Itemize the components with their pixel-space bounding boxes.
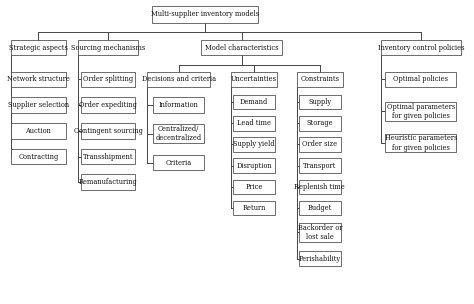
- Text: Contracting: Contracting: [18, 153, 58, 161]
- FancyBboxPatch shape: [81, 71, 136, 87]
- Text: Network structure: Network structure: [7, 75, 70, 83]
- Text: Lead time: Lead time: [237, 119, 271, 127]
- Text: Centralized/
decentralized: Centralized/ decentralized: [155, 125, 201, 143]
- Text: Criteria: Criteria: [165, 159, 191, 167]
- Text: Return: Return: [242, 204, 265, 212]
- Text: Order splitting: Order splitting: [83, 75, 133, 83]
- Text: Transport: Transport: [303, 162, 337, 170]
- FancyBboxPatch shape: [299, 180, 341, 194]
- Text: Remanufacturing: Remanufacturing: [79, 178, 137, 186]
- Text: Order expediting: Order expediting: [79, 101, 137, 109]
- Text: Constraints: Constraints: [300, 75, 339, 83]
- FancyBboxPatch shape: [81, 123, 136, 139]
- Text: Supply yield: Supply yield: [233, 140, 275, 148]
- Text: Budget: Budget: [308, 204, 332, 212]
- FancyBboxPatch shape: [11, 71, 65, 87]
- Text: Backorder or
lost sale: Backorder or lost sale: [298, 223, 342, 241]
- FancyBboxPatch shape: [11, 123, 65, 139]
- FancyBboxPatch shape: [153, 155, 204, 171]
- FancyBboxPatch shape: [299, 223, 341, 242]
- FancyBboxPatch shape: [299, 201, 341, 215]
- Text: Perishability: Perishability: [299, 254, 341, 263]
- FancyBboxPatch shape: [381, 40, 461, 55]
- FancyBboxPatch shape: [299, 251, 341, 266]
- FancyBboxPatch shape: [11, 149, 65, 164]
- Text: Replenish time: Replenish time: [294, 183, 345, 191]
- FancyBboxPatch shape: [78, 40, 138, 55]
- Text: Auction: Auction: [26, 127, 51, 135]
- FancyBboxPatch shape: [385, 71, 456, 87]
- FancyBboxPatch shape: [297, 71, 343, 87]
- Text: Decisions and criteria: Decisions and criteria: [142, 75, 216, 83]
- FancyBboxPatch shape: [153, 97, 204, 113]
- Text: Order size: Order size: [302, 140, 337, 148]
- FancyBboxPatch shape: [147, 71, 210, 87]
- Text: Model characteristics: Model characteristics: [205, 43, 278, 52]
- FancyBboxPatch shape: [233, 201, 275, 215]
- Text: Storage: Storage: [306, 119, 333, 127]
- Text: Contingent sourcing: Contingent sourcing: [74, 127, 143, 135]
- FancyBboxPatch shape: [233, 116, 275, 130]
- FancyBboxPatch shape: [385, 102, 456, 120]
- Text: Heuristic parameters
for given policies: Heuristic parameters for given policies: [384, 134, 457, 151]
- FancyBboxPatch shape: [201, 40, 282, 55]
- FancyBboxPatch shape: [11, 40, 65, 55]
- Text: Multi-supplier inventory models: Multi-supplier inventory models: [151, 10, 259, 18]
- FancyBboxPatch shape: [299, 116, 341, 130]
- Text: Supplier selection: Supplier selection: [8, 101, 69, 109]
- Text: Information: Information: [159, 101, 199, 109]
- Text: Strategic aspects: Strategic aspects: [9, 43, 68, 52]
- FancyBboxPatch shape: [153, 124, 204, 143]
- FancyBboxPatch shape: [385, 133, 456, 152]
- Text: Sourcing mechanisms: Sourcing mechanisms: [71, 43, 146, 52]
- Text: Price: Price: [245, 183, 263, 191]
- FancyBboxPatch shape: [233, 158, 275, 173]
- Text: Disruption: Disruption: [236, 162, 272, 170]
- FancyBboxPatch shape: [152, 5, 258, 23]
- FancyBboxPatch shape: [233, 180, 275, 194]
- Text: Uncertainties: Uncertainties: [231, 75, 277, 83]
- FancyBboxPatch shape: [81, 97, 136, 113]
- Text: Transshipment: Transshipment: [83, 153, 134, 161]
- Text: Inventory control policies: Inventory control policies: [378, 43, 464, 52]
- FancyBboxPatch shape: [81, 149, 136, 164]
- FancyBboxPatch shape: [299, 95, 341, 109]
- FancyBboxPatch shape: [231, 71, 277, 87]
- Text: Optimal parameters
for given policies: Optimal parameters for given policies: [387, 102, 455, 120]
- Text: Demand: Demand: [240, 98, 268, 106]
- FancyBboxPatch shape: [299, 158, 341, 173]
- FancyBboxPatch shape: [233, 137, 275, 152]
- FancyBboxPatch shape: [81, 174, 136, 190]
- Text: Optimal policies: Optimal policies: [393, 75, 448, 83]
- FancyBboxPatch shape: [11, 97, 65, 113]
- FancyBboxPatch shape: [299, 137, 341, 152]
- Text: Supply: Supply: [308, 98, 331, 106]
- FancyBboxPatch shape: [233, 95, 275, 109]
